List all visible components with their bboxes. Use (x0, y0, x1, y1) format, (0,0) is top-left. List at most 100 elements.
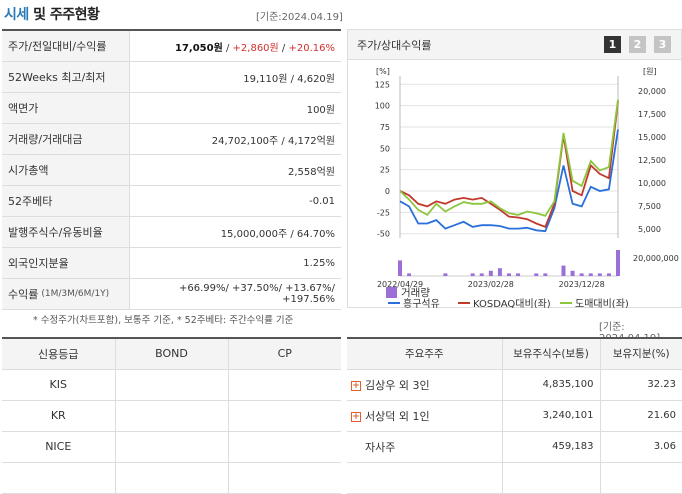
legend-label: 도매대비(좌) (575, 298, 629, 308)
summary-label: 주가/전일대비/수익률 (2, 31, 130, 61)
table-header-row: 주요주주 보유주식수(보통) 보유지분(%) (347, 338, 682, 370)
volume-bar (570, 270, 575, 276)
chart-panel: 주가/상대수익률 1 2 3 [%] [원] 125 100 75 50 25 0 -25 -50… (347, 29, 682, 308)
table-cell (115, 431, 229, 463)
chart-tab-3[interactable]: 3 (654, 36, 671, 53)
expand-icon[interactable]: + (351, 380, 361, 391)
table-cell (115, 462, 229, 494)
table-cell (228, 431, 341, 463)
volume-bar (588, 273, 593, 276)
summary-row: 거래량/거래대금 24,702,100주 / 4,172억원 (2, 124, 341, 155)
y2-tick-label: 15,000 (638, 133, 666, 142)
y2-tick-label: 10,000 (638, 179, 666, 188)
chart-tab-2[interactable]: 2 (629, 36, 646, 53)
y-tick-label: -25 (377, 208, 390, 217)
shareholder-name: 김상우 외 3인 (365, 378, 430, 392)
stake-cell: 21.60 (600, 400, 682, 432)
legend-label: 흥구석유 (403, 297, 440, 308)
price-change: +2,860원 (232, 42, 279, 54)
volume-bar (407, 273, 412, 276)
footnote: * 수정주가(차트포함), 보통주 기준, * 52주베타: 주간수익률 기준 (33, 315, 294, 326)
y-tick-label: 0 (385, 187, 390, 196)
returns-value: +66.99%/ +37.50%/ +13.67%/ +197.56% (179, 283, 335, 305)
table-cell (115, 369, 229, 401)
table-cell (228, 369, 341, 401)
shareholder-name-cell: 자사주 (347, 431, 503, 463)
summary-row: 액면가 100원 (2, 93, 341, 124)
reference-date: [기준:2024.04.19] (256, 12, 343, 23)
shares-cell: 4,835,100 (502, 369, 601, 401)
summary-label: 52Weeks 최고/최저 (2, 62, 130, 92)
summary-value: 1.25% (303, 257, 335, 269)
chart-tabs: 1 2 3 (604, 36, 671, 53)
table-cell: KR (2, 400, 116, 432)
summary-value: 17,050원 / +2,860원 / +20.16% (175, 42, 335, 54)
summary-label: 발행주식수/유동비율 (2, 217, 130, 247)
summary-label: 액면가 (2, 93, 130, 123)
table-cell (115, 400, 229, 432)
table-cell (2, 462, 116, 494)
summary-value: 2,558억원 (287, 166, 335, 178)
table-row (2, 462, 341, 494)
y2-tick-label: 12,500 (638, 156, 666, 165)
column-header: CP (228, 338, 341, 370)
shares-cell: 459,183 (502, 431, 601, 463)
summary-row: 52주베타 -0.01 (2, 186, 341, 217)
y-tick-label: -50 (377, 230, 390, 239)
table-cell (228, 400, 341, 432)
y-tick-label: 50 (380, 144, 390, 153)
volume-bar (479, 273, 484, 276)
table-cell: NICE (2, 431, 116, 463)
column-header: BOND (115, 338, 229, 370)
table-header-row: 신용등급 BOND CP (2, 338, 341, 370)
summary-row-price: 주가/전일대비/수익률 17,050원 / +2,860원 / +20.16% (2, 31, 341, 62)
summary-value: 15,000,000주 / 64.70% (220, 228, 335, 240)
volume-bar (507, 273, 511, 276)
title-accent: 시세 (4, 7, 29, 23)
stake-cell: 3.06 (600, 431, 682, 463)
table-row: KR (2, 400, 341, 432)
right-axis-unit: [원] (643, 67, 657, 76)
volume-bar (470, 273, 475, 276)
volume-bar (398, 260, 402, 276)
table-cell: KIS (2, 369, 116, 401)
volume-bar (516, 273, 521, 276)
column-header: 주요주주 (347, 338, 503, 370)
summary-label: 외국인지분율 (2, 248, 130, 278)
volume-bar (579, 273, 584, 276)
volume-bar (534, 273, 539, 276)
x-tick-label: 2023/02/28 (468, 280, 514, 289)
current-price: 17,050원 (175, 42, 223, 54)
table-cell (228, 462, 341, 494)
summary-label: 52주베타 (2, 186, 130, 216)
table-cell (502, 462, 601, 494)
table-row: KIS (2, 369, 341, 401)
column-header: 신용등급 (2, 338, 116, 370)
table-row: + 김상우 외 3인 4,835,100 32.23 (347, 369, 682, 401)
summary-value: 19,110원 / 4,620원 (243, 73, 335, 85)
y2-tick-label: 20,000 (638, 87, 666, 96)
y-tick-label: 125 (375, 80, 390, 89)
summary-label: 수익률 (1M/3M/6M/1Y) (2, 279, 130, 309)
shares-cell: 3,240,101 (502, 400, 601, 432)
y2-tick-label: 7,500 (638, 202, 661, 211)
stake-cell: 32.23 (600, 369, 682, 401)
change-rate: +20.16% (288, 42, 335, 54)
shareholder-name-cell: + 김상우 외 3인 (347, 369, 503, 401)
chart-tab-1[interactable]: 1 (604, 36, 621, 53)
expand-icon[interactable]: + (351, 411, 361, 422)
shareholder-name: 자사주 (365, 440, 396, 454)
summary-value: 24,702,100주 / 4,172억원 (211, 135, 335, 147)
chart-title: 주가/상대수익률 (348, 30, 681, 60)
volume-legend: 거래량 (386, 285, 430, 300)
summary-value: -0.01 (309, 195, 335, 207)
summary-label: 시가총액 (2, 155, 130, 185)
legend-label: KOSDAQ대비(좌) (473, 298, 551, 308)
series-line-2 (399, 101, 619, 229)
volume-bar (597, 273, 602, 276)
y-tick-label: 75 (380, 123, 390, 132)
summary-row: 외국인지분율 1.25% (2, 248, 341, 279)
y2-tick-label: 17,500 (638, 110, 666, 119)
section-title: 시세 및 주주현황 (4, 4, 100, 24)
summary-row: 시가총액 2,558억원 (2, 155, 341, 186)
